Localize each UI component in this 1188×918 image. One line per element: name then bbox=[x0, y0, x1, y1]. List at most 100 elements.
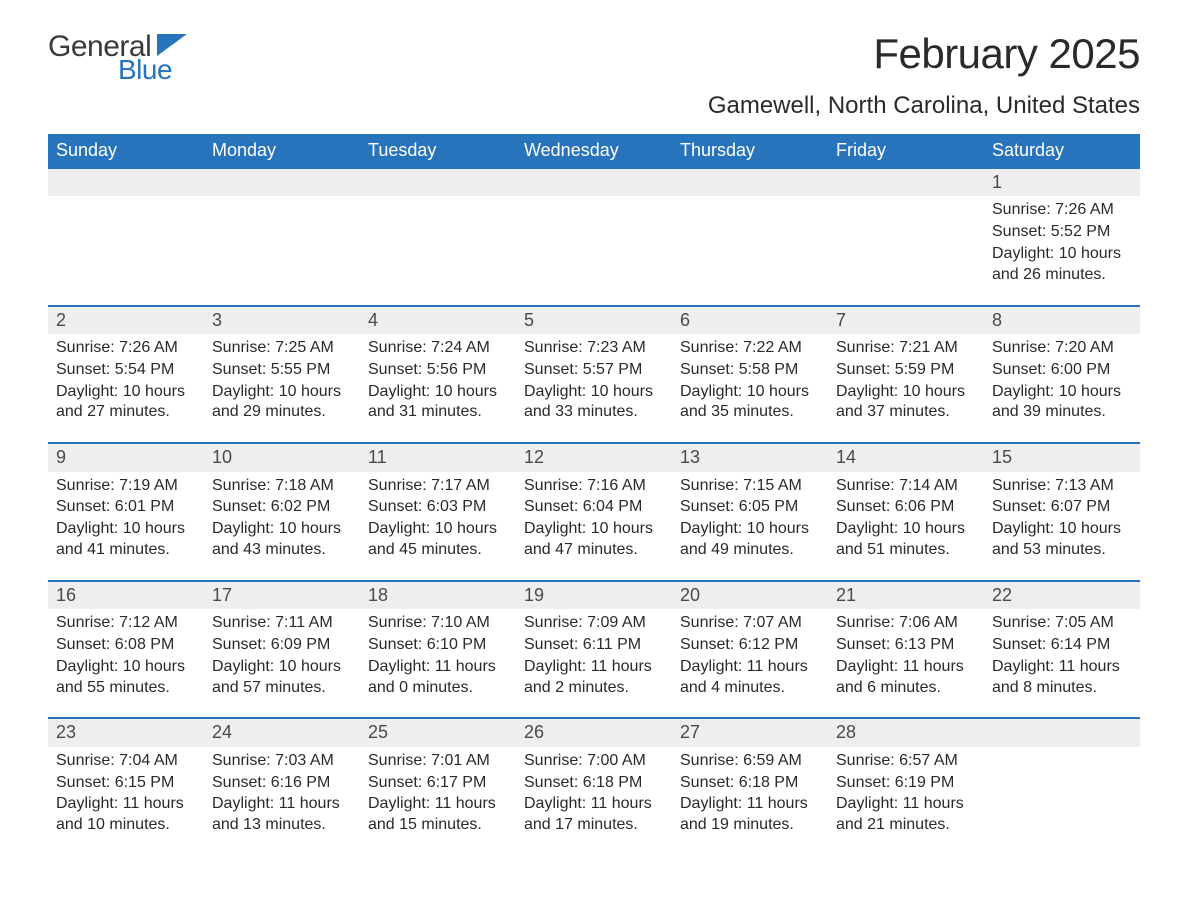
day-number-cell: 26 bbox=[516, 718, 672, 746]
sunrise-text: Sunrise: 7:17 AM bbox=[368, 476, 508, 497]
daylight-text: Daylight: 11 hours and 13 minutes. bbox=[212, 794, 352, 836]
sunrise-text: Sunrise: 7:23 AM bbox=[524, 338, 664, 359]
day-number-cell: 11 bbox=[360, 443, 516, 471]
day-number-cell: 8 bbox=[984, 306, 1140, 334]
daylight-text: Daylight: 10 hours and 37 minutes. bbox=[836, 382, 976, 424]
sunrise-text: Sunrise: 7:19 AM bbox=[56, 476, 196, 497]
day-number-cell: 9 bbox=[48, 443, 204, 471]
daylight-text: Daylight: 10 hours and 45 minutes. bbox=[368, 519, 508, 561]
sunrise-text: Sunrise: 7:21 AM bbox=[836, 338, 976, 359]
sunset-text: Sunset: 6:06 PM bbox=[836, 497, 976, 518]
sunset-text: Sunset: 6:02 PM bbox=[212, 497, 352, 518]
sunrise-text: Sunrise: 7:16 AM bbox=[524, 476, 664, 497]
daylight-text: Daylight: 11 hours and 2 minutes. bbox=[524, 657, 664, 699]
sunrise-text: Sunrise: 7:20 AM bbox=[992, 338, 1132, 359]
day-detail-cell: Sunrise: 7:23 AMSunset: 5:57 PMDaylight:… bbox=[516, 334, 672, 443]
day-detail-cell: Sunrise: 7:14 AMSunset: 6:06 PMDaylight:… bbox=[828, 472, 984, 581]
day-number-row: 2345678 bbox=[48, 306, 1140, 334]
day-detail-cell: Sunrise: 7:01 AMSunset: 6:17 PMDaylight:… bbox=[360, 747, 516, 855]
day-detail-cell: Sunrise: 7:16 AMSunset: 6:04 PMDaylight:… bbox=[516, 472, 672, 581]
sunrise-text: Sunrise: 6:59 AM bbox=[680, 751, 820, 772]
day-detail-cell bbox=[984, 747, 1140, 855]
day-number-cell: 28 bbox=[828, 718, 984, 746]
sunrise-text: Sunrise: 7:18 AM bbox=[212, 476, 352, 497]
day-detail-cell bbox=[360, 196, 516, 305]
day-number-cell bbox=[204, 168, 360, 196]
day-number-cell: 27 bbox=[672, 718, 828, 746]
day-detail-cell bbox=[204, 196, 360, 305]
day-detail-cell: Sunrise: 7:25 AMSunset: 5:55 PMDaylight:… bbox=[204, 334, 360, 443]
sunset-text: Sunset: 6:18 PM bbox=[680, 773, 820, 794]
daylight-text: Daylight: 10 hours and 41 minutes. bbox=[56, 519, 196, 561]
daylight-text: Daylight: 11 hours and 4 minutes. bbox=[680, 657, 820, 699]
day-number-cell: 1 bbox=[984, 168, 1140, 196]
weekday-header: Monday bbox=[204, 134, 360, 168]
day-number-cell: 13 bbox=[672, 443, 828, 471]
sunset-text: Sunset: 6:18 PM bbox=[524, 773, 664, 794]
day-number-row: 232425262728 bbox=[48, 718, 1140, 746]
day-number-row: 9101112131415 bbox=[48, 443, 1140, 471]
daylight-text: Daylight: 11 hours and 15 minutes. bbox=[368, 794, 508, 836]
daylight-text: Daylight: 11 hours and 17 minutes. bbox=[524, 794, 664, 836]
logo: General Blue bbox=[48, 30, 187, 86]
sunrise-text: Sunrise: 7:25 AM bbox=[212, 338, 352, 359]
weekday-header: Tuesday bbox=[360, 134, 516, 168]
daylight-text: Daylight: 10 hours and 57 minutes. bbox=[212, 657, 352, 699]
day-number-cell: 12 bbox=[516, 443, 672, 471]
sunset-text: Sunset: 6:08 PM bbox=[56, 635, 196, 656]
day-detail-cell: Sunrise: 7:24 AMSunset: 5:56 PMDaylight:… bbox=[360, 334, 516, 443]
logo-text-blue: Blue bbox=[118, 54, 187, 86]
day-number-cell: 20 bbox=[672, 581, 828, 609]
day-detail-cell: Sunrise: 7:17 AMSunset: 6:03 PMDaylight:… bbox=[360, 472, 516, 581]
sunset-text: Sunset: 5:59 PM bbox=[836, 360, 976, 381]
sunset-text: Sunset: 6:10 PM bbox=[368, 635, 508, 656]
sunrise-text: Sunrise: 6:57 AM bbox=[836, 751, 976, 772]
weekday-header: Saturday bbox=[984, 134, 1140, 168]
daylight-text: Daylight: 10 hours and 47 minutes. bbox=[524, 519, 664, 561]
daylight-text: Daylight: 10 hours and 26 minutes. bbox=[992, 244, 1132, 286]
sunset-text: Sunset: 6:09 PM bbox=[212, 635, 352, 656]
day-detail-cell: Sunrise: 7:04 AMSunset: 6:15 PMDaylight:… bbox=[48, 747, 204, 855]
sunset-text: Sunset: 6:11 PM bbox=[524, 635, 664, 656]
sunrise-text: Sunrise: 7:00 AM bbox=[524, 751, 664, 772]
day-detail-cell: Sunrise: 7:26 AMSunset: 5:52 PMDaylight:… bbox=[984, 196, 1140, 305]
day-number-cell bbox=[672, 168, 828, 196]
daylight-text: Daylight: 10 hours and 27 minutes. bbox=[56, 382, 196, 424]
day-number-cell: 19 bbox=[516, 581, 672, 609]
sunset-text: Sunset: 5:55 PM bbox=[212, 360, 352, 381]
daylight-text: Daylight: 10 hours and 35 minutes. bbox=[680, 382, 820, 424]
sunrise-text: Sunrise: 7:26 AM bbox=[992, 200, 1132, 221]
day-detail-row: Sunrise: 7:26 AMSunset: 5:54 PMDaylight:… bbox=[48, 334, 1140, 443]
sunrise-text: Sunrise: 7:03 AM bbox=[212, 751, 352, 772]
day-number-cell: 23 bbox=[48, 718, 204, 746]
sunset-text: Sunset: 6:13 PM bbox=[836, 635, 976, 656]
sunset-text: Sunset: 6:12 PM bbox=[680, 635, 820, 656]
calendar-table: SundayMondayTuesdayWednesdayThursdayFrid… bbox=[48, 134, 1140, 855]
sunrise-text: Sunrise: 7:10 AM bbox=[368, 613, 508, 634]
sunset-text: Sunset: 5:57 PM bbox=[524, 360, 664, 381]
day-detail-cell: Sunrise: 7:19 AMSunset: 6:01 PMDaylight:… bbox=[48, 472, 204, 581]
sunset-text: Sunset: 6:04 PM bbox=[524, 497, 664, 518]
day-number-row: 1 bbox=[48, 168, 1140, 196]
sunrise-text: Sunrise: 7:01 AM bbox=[368, 751, 508, 772]
day-detail-cell: Sunrise: 7:18 AMSunset: 6:02 PMDaylight:… bbox=[204, 472, 360, 581]
day-number-cell: 18 bbox=[360, 581, 516, 609]
weekday-header: Friday bbox=[828, 134, 984, 168]
day-number-cell: 16 bbox=[48, 581, 204, 609]
day-detail-row: Sunrise: 7:12 AMSunset: 6:08 PMDaylight:… bbox=[48, 609, 1140, 718]
sunset-text: Sunset: 5:58 PM bbox=[680, 360, 820, 381]
daylight-text: Daylight: 11 hours and 0 minutes. bbox=[368, 657, 508, 699]
day-detail-cell: Sunrise: 6:59 AMSunset: 6:18 PMDaylight:… bbox=[672, 747, 828, 855]
sunset-text: Sunset: 5:56 PM bbox=[368, 360, 508, 381]
day-detail-cell: Sunrise: 7:12 AMSunset: 6:08 PMDaylight:… bbox=[48, 609, 204, 718]
sunrise-text: Sunrise: 7:04 AM bbox=[56, 751, 196, 772]
day-detail-cell: Sunrise: 7:03 AMSunset: 6:16 PMDaylight:… bbox=[204, 747, 360, 855]
day-detail-cell: Sunrise: 6:57 AMSunset: 6:19 PMDaylight:… bbox=[828, 747, 984, 855]
sunrise-text: Sunrise: 7:15 AM bbox=[680, 476, 820, 497]
sunrise-text: Sunrise: 7:14 AM bbox=[836, 476, 976, 497]
day-number-cell bbox=[48, 168, 204, 196]
sunset-text: Sunset: 6:03 PM bbox=[368, 497, 508, 518]
day-detail-cell: Sunrise: 7:21 AMSunset: 5:59 PMDaylight:… bbox=[828, 334, 984, 443]
day-number-cell: 3 bbox=[204, 306, 360, 334]
sunset-text: Sunset: 5:52 PM bbox=[992, 222, 1132, 243]
